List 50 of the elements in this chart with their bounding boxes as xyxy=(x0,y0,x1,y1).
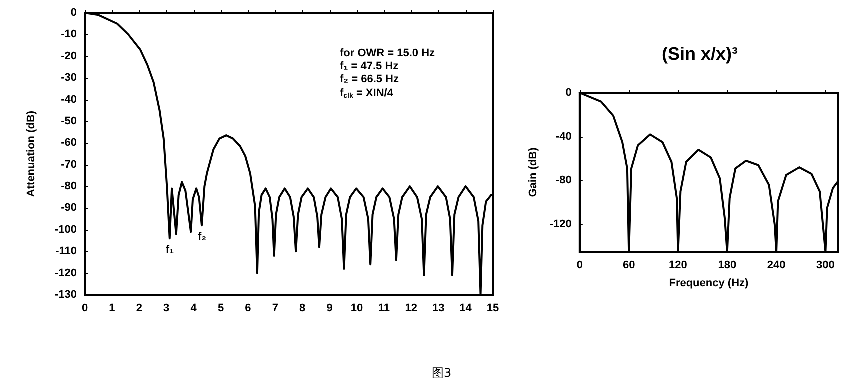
y-tick-label: -40 xyxy=(61,94,77,106)
x-tick-label: 8 xyxy=(300,302,306,314)
y-tick-label: -80 xyxy=(556,174,572,187)
x-tick-label: 10 xyxy=(350,302,364,314)
y-tick-label: -30 xyxy=(61,72,77,84)
caption: 图3 xyxy=(432,366,452,380)
x-tick-label: 0 xyxy=(576,260,583,272)
x-tick-label: 60 xyxy=(622,260,636,272)
y-axis-title: Gain (dB) xyxy=(528,147,540,198)
x-tick-label: 4 xyxy=(190,302,198,314)
x-tick-label: 120 xyxy=(669,260,688,272)
y-tick-label: 0 xyxy=(70,7,77,19)
y-tick-label: -120 xyxy=(54,267,77,280)
y-tick-label: -120 xyxy=(550,218,572,231)
y-axis-title: Attenuation (dB) xyxy=(26,110,38,198)
y-tick-label: -100 xyxy=(54,224,77,236)
x-tick-label: 300 xyxy=(816,260,835,272)
annotation: f₂ xyxy=(198,231,207,244)
y-tick-label: -130 xyxy=(54,289,77,301)
x-axis-title: Frequency (Hz) xyxy=(669,278,750,290)
x-tick-label: 13 xyxy=(432,302,445,314)
y-tick-label: -60 xyxy=(61,137,77,150)
y-tick-label: -110 xyxy=(56,246,77,258)
y-tick-label: 0 xyxy=(566,87,572,99)
x-tick-label: 5 xyxy=(218,302,224,314)
y-tick-label: -20 xyxy=(61,50,77,62)
x-tick-label: 240 xyxy=(767,260,786,272)
annotation: f₁ = 47.5 Hz xyxy=(340,60,400,72)
x-tick-label: 9 xyxy=(326,302,333,314)
x-tick-label: 7 xyxy=(272,302,278,314)
y-tick-label: -70 xyxy=(61,158,77,171)
x-tick-label: 0 xyxy=(82,302,88,314)
annotation: f₂ = 66.5 Hz xyxy=(340,74,400,86)
annotation: for OWR = 15.0 Hz xyxy=(340,48,436,60)
x-tick-label: 2 xyxy=(136,302,142,314)
x-tick-label: 1 xyxy=(109,302,116,314)
x-tick-label: 3 xyxy=(164,302,170,314)
x-tick-label: 12 xyxy=(405,302,418,314)
y-tick-label: -90 xyxy=(61,202,77,214)
y-tick-label: -40 xyxy=(556,130,572,143)
x-tick-label: 15 xyxy=(486,302,500,314)
x-tick-label: 11 xyxy=(378,302,390,314)
y-tick-label: -10 xyxy=(61,28,77,41)
x-tick-label: 6 xyxy=(245,302,252,314)
y-tick-label: -80 xyxy=(61,180,77,193)
x-tick-label: 14 xyxy=(460,302,473,314)
y-tick-label: -50 xyxy=(61,115,77,128)
chart-title: (Sin x/x)³ xyxy=(662,44,738,64)
x-tick-label: 180 xyxy=(718,260,737,272)
annotation: f₁ xyxy=(166,244,175,256)
